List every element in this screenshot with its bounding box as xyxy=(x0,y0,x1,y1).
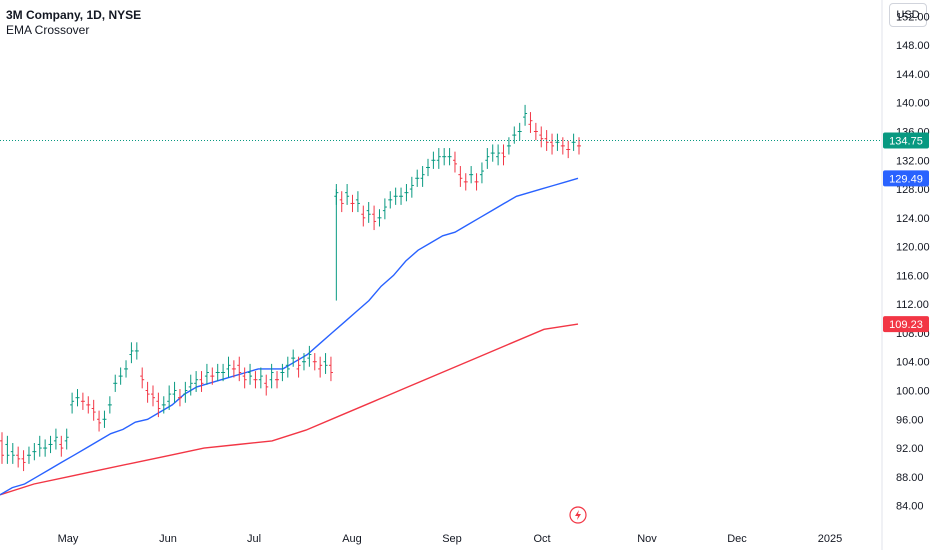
y-tick-label: 112.00 xyxy=(896,299,929,311)
indicator-label[interactable]: EMA Crossover xyxy=(6,23,90,37)
y-tick-label: 140.00 xyxy=(896,98,930,110)
y-tick-label: 84.00 xyxy=(896,501,924,513)
y-tick-label: 104.00 xyxy=(896,357,930,369)
ema-short-line xyxy=(0,177,579,496)
price-badge-label: 134.75 xyxy=(889,135,923,147)
x-tick-label: Sep xyxy=(442,533,462,545)
price-badge xyxy=(883,316,929,333)
y-tick-label: 152.00 xyxy=(896,11,930,23)
ema-long-line xyxy=(0,323,579,496)
y-tick-label: 132.00 xyxy=(896,155,930,167)
x-tick-label: May xyxy=(58,533,79,545)
y-tick-label: 96.00 xyxy=(896,414,924,426)
symbol-title[interactable]: 3M Company, 1D, NYSE xyxy=(6,8,142,22)
y-tick-label: 148.00 xyxy=(896,40,930,52)
chart-legend: 3M Company, 1D, NYSE EMA Crossover xyxy=(6,8,141,38)
x-tick-label: Dec xyxy=(727,533,747,545)
y-tick-label: 100.00 xyxy=(896,386,930,398)
y-tick-label: 120.00 xyxy=(896,242,930,254)
y-tick-label: 116.00 xyxy=(896,270,929,282)
x-tick-label: Oct xyxy=(533,533,550,545)
x-tick-label: Aug xyxy=(342,533,362,545)
y-tick-label: 144.00 xyxy=(896,69,930,81)
price-badge-label: 109.23 xyxy=(889,319,923,331)
price-badge-label: 129.49 xyxy=(889,173,923,185)
price-badge xyxy=(883,132,929,149)
x-tick-label: Jul xyxy=(247,533,261,545)
price-badge xyxy=(883,170,929,187)
y-tick-label: 128.00 xyxy=(896,184,930,196)
currency-button[interactable]: USD xyxy=(889,3,927,27)
x-tick-label: Nov xyxy=(637,533,657,545)
y-tick-label: 124.00 xyxy=(896,213,930,225)
x-tick-label: Jun xyxy=(159,533,177,545)
x-tick-label: 2025 xyxy=(818,533,842,545)
lightning-glyph xyxy=(575,510,581,520)
y-tick-label: 88.00 xyxy=(896,472,924,484)
y-tick-label: 92.00 xyxy=(896,443,924,455)
